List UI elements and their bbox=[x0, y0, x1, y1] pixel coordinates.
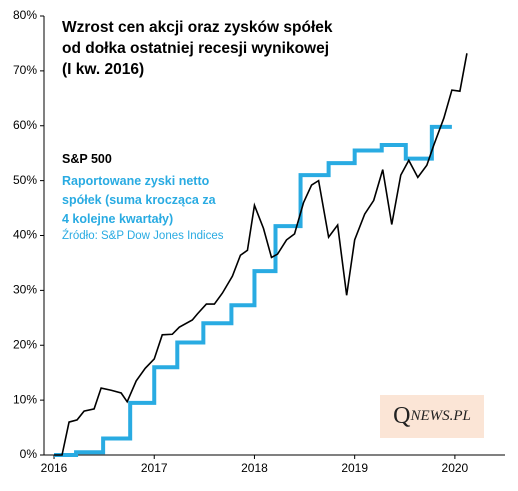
logo-text: NEWS.PL bbox=[410, 408, 471, 424]
legend-entry: Raportowane zyski netto spółek (suma kro… bbox=[62, 174, 216, 226]
series-line bbox=[54, 53, 468, 456]
logo-initial: Q bbox=[393, 403, 411, 429]
source: Źródło: S&P Dow Jones Indices bbox=[62, 230, 224, 242]
y-tick-label: 10% bbox=[13, 392, 37, 406]
chart-title: Wzrost cen akcji oraz zysków spółek od d… bbox=[62, 19, 333, 78]
y-tick-label: 30% bbox=[13, 283, 37, 297]
x-tick-label: 2016 bbox=[41, 461, 68, 475]
series-line bbox=[54, 124, 452, 457]
y-tick-label: 50% bbox=[13, 173, 37, 187]
x-tick-label: 2020 bbox=[442, 461, 469, 475]
y-tick-label: 20% bbox=[13, 337, 37, 351]
y-tick-label: 60% bbox=[13, 118, 37, 132]
legend-entry: S&P 500 bbox=[62, 152, 112, 166]
y-tick-label: 80% bbox=[13, 8, 37, 22]
x-tick-label: 2018 bbox=[241, 461, 268, 475]
y-tick-label: 0% bbox=[20, 447, 38, 461]
x-tick-label: 2019 bbox=[341, 461, 368, 475]
y-tick-label: 40% bbox=[13, 228, 37, 242]
logo: Q NEWS.PL bbox=[380, 395, 484, 438]
y-tick-label: 70% bbox=[13, 63, 37, 77]
x-tick-label: 2017 bbox=[141, 461, 168, 475]
